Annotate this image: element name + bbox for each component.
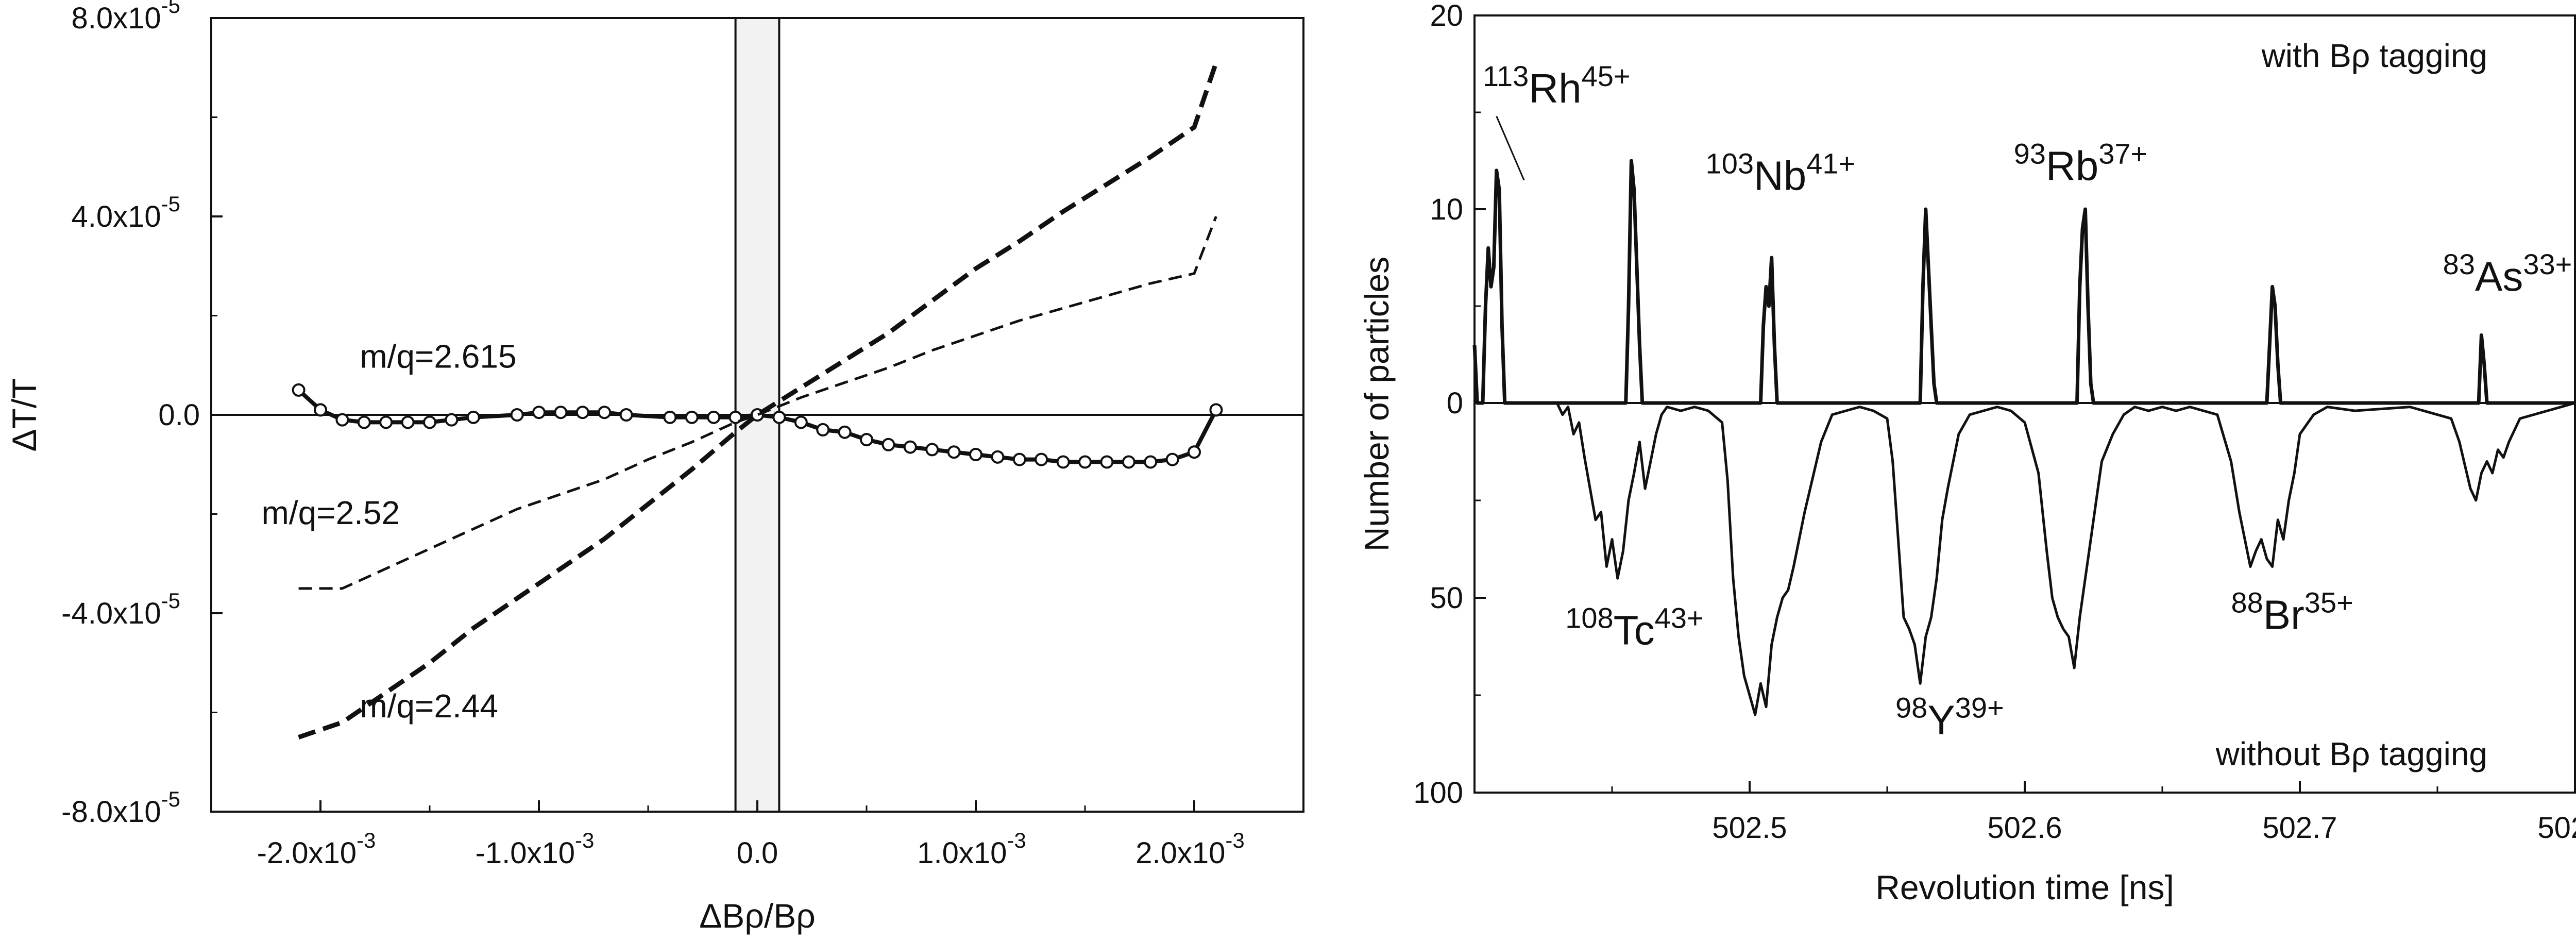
plot-frame (1473, 14, 2576, 794)
data-point (1165, 452, 1179, 466)
y-tick-label: -4.0x10-5 (61, 589, 180, 630)
x-tick-label: 502.6 (1987, 811, 2062, 845)
series-line-2 (298, 62, 1218, 740)
ion-label: 108Tc43+ (1565, 602, 1703, 653)
x-tick-label: 1.0x10-3 (917, 828, 1026, 870)
x-axis-label: ΔBρ/Bρ (699, 897, 816, 935)
data-point (860, 433, 873, 447)
data-point (794, 415, 808, 429)
data-point (685, 410, 699, 424)
data-point (1144, 455, 1158, 469)
data-point (1078, 455, 1092, 469)
plot-frame (210, 17, 1304, 813)
x-tick-label: 502.7 (2262, 811, 2337, 845)
data-point (619, 408, 633, 422)
data-point (838, 425, 852, 439)
x-tick-label: 502.8 (2537, 811, 2576, 845)
y-tick-label: 20 (1430, 0, 1463, 32)
left-chart: -2.0x10-3 -1.0x10-3 0.0 1.0x10-3 2.0x10-3 8.0… (5, 0, 1304, 935)
data-point (1100, 455, 1114, 469)
series-line-1 (298, 216, 1217, 590)
data-point (991, 450, 1005, 464)
x-tick-label: -1.0x10-3 (476, 828, 595, 870)
y-tick-label: 100 (1413, 776, 1463, 810)
y-tick-label: 4.0x10-5 (71, 192, 180, 233)
data-point (466, 410, 480, 424)
data-point (1209, 403, 1223, 417)
data-point (903, 440, 917, 454)
ion-label: 103Nb41+ (1706, 147, 1856, 198)
data-point (663, 410, 677, 424)
series-annotation: m/q=2.52 (262, 494, 400, 531)
data-point (1035, 452, 1048, 466)
data-point (445, 413, 459, 427)
data-point (423, 415, 436, 429)
y-tick-label: 10 (1430, 193, 1463, 226)
data-point (532, 406, 546, 419)
y-axis-label: Number of particles (1358, 257, 1396, 551)
y-axis-label: ΔT/T (5, 378, 43, 451)
data-point (575, 406, 589, 419)
x-tick-label: 502.5 (1712, 811, 1787, 845)
data-point (772, 410, 786, 424)
x-tick-label: -2.0x10-3 (257, 828, 376, 870)
data-point (816, 423, 830, 436)
series-annotation: m/q=2.615 (360, 338, 516, 375)
ion-label: 93Rb37+ (2014, 138, 2148, 189)
data-point (1056, 455, 1070, 469)
data-point (357, 415, 371, 429)
data-point (510, 408, 524, 422)
data-point (401, 415, 415, 429)
ion-label: 83As33+ (2443, 248, 2572, 299)
data-point (314, 403, 327, 417)
data-point (1122, 455, 1136, 469)
y-tick-label: 50 (1430, 581, 1463, 615)
data-point (947, 445, 961, 459)
ion-label: 98Y39+ (1895, 692, 2004, 743)
y-tick-label: 0 (1447, 387, 1463, 420)
ion-label: 113Rh45+ (1483, 60, 1631, 111)
x-axis-label: Revolution time [ns] (1875, 868, 2174, 906)
y-tick-label: 8.0x10-5 (71, 0, 180, 35)
x-tick-label: 0.0 (737, 836, 778, 870)
label-leader-line (1496, 115, 1525, 181)
bottom-panel-label: without Bρ tagging (2215, 735, 2487, 772)
ion-label: 88Br35+ (2231, 586, 2353, 637)
data-point (882, 438, 895, 451)
data-point (707, 410, 721, 424)
data-point (598, 406, 612, 419)
data-point (925, 443, 939, 457)
top-panel-label: with Bρ tagging (2261, 37, 2487, 74)
y-tick-label: -8.0x10-5 (61, 787, 180, 829)
data-point (1012, 452, 1026, 466)
x-tick-label: 2.0x10-3 (1136, 828, 1245, 870)
data-point (335, 413, 349, 427)
data-point (379, 415, 393, 429)
data-point (292, 383, 306, 397)
upper-histogram-line (1472, 159, 2575, 405)
y-tick-label: 0.0 (158, 398, 200, 432)
data-point (969, 448, 982, 461)
series-annotation: m/q=2.44 (360, 687, 498, 725)
data-point (1188, 445, 1201, 459)
data-point (554, 406, 568, 419)
lower-histogram-line (1555, 401, 2575, 716)
